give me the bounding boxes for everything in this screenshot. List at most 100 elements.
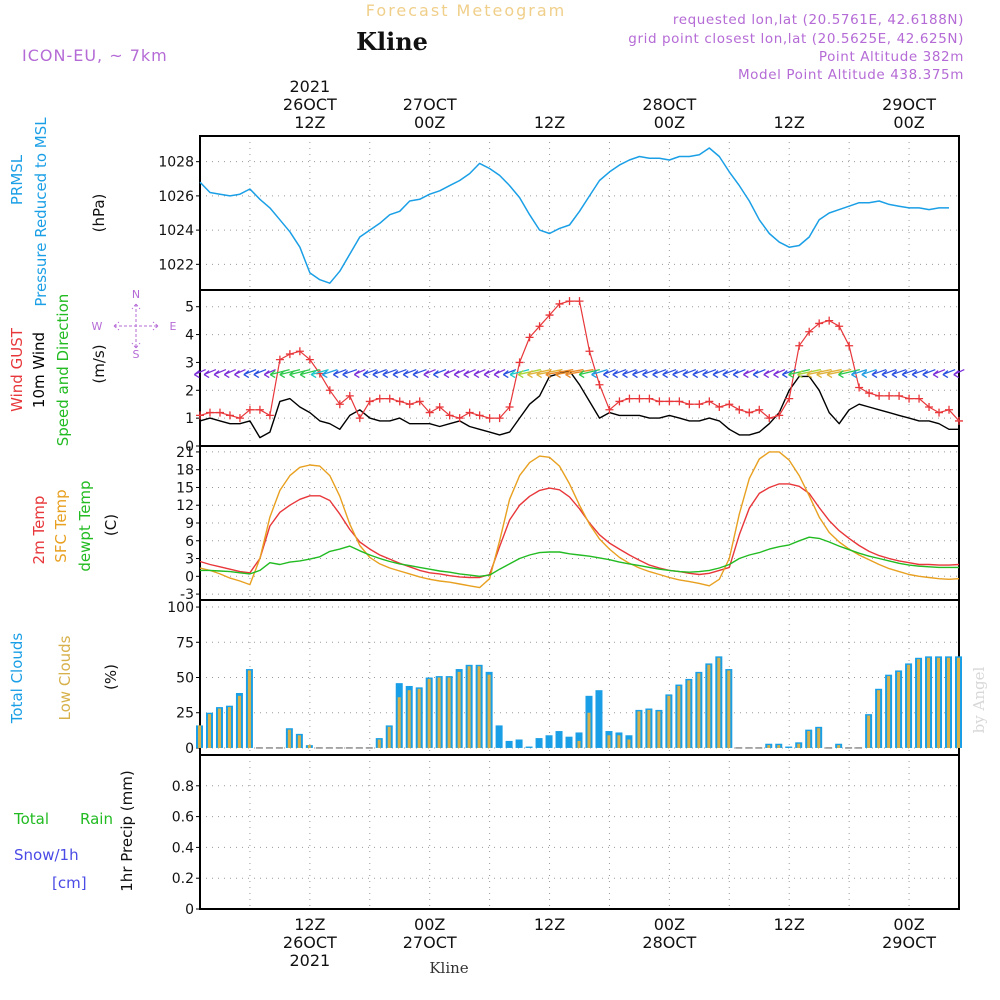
top-time-label: 12Z: [534, 113, 565, 132]
wind-direction-arrow: [591, 368, 608, 379]
gust-marker: [615, 397, 624, 406]
model-altitude: Model Point Altitude 438.375m: [738, 67, 964, 83]
low-cloud-bar: [867, 715, 871, 748]
low-cloud-bar: [397, 697, 401, 748]
gust-marker: [445, 411, 454, 420]
wind-direction-arrow: [732, 368, 746, 379]
y-tick-label: 1026: [158, 189, 194, 205]
clouds-panel: 0 25 50 75 100 Total Clouds Low Clouds (%): [8, 599, 962, 757]
wind-direction-arrow: [672, 368, 687, 379]
gust-marker: [925, 403, 934, 411]
wind-direction-arrow: [871, 368, 887, 379]
wind-direction-arrow: [253, 368, 267, 379]
bottom-time-label: 12Z: [294, 915, 325, 934]
meteogram-subtitle: Forecast Meteogram: [366, 1, 566, 20]
y-tick-label: 0: [185, 439, 194, 455]
wind-direction-arrow: [642, 368, 657, 379]
panel-frame: [199, 135, 960, 291]
low-cloud-bar: [927, 657, 931, 748]
low-cloud-bar: [447, 677, 451, 748]
clouds-label-total: Total Clouds: [8, 633, 26, 725]
gust-marker: [545, 311, 554, 320]
pressure-panel: 1022 1024 1026 1028 PRMSL Pressure Reduced to…: [8, 117, 960, 307]
wind-direction-arrow: [372, 368, 387, 379]
total-cloud-bar: [565, 736, 573, 748]
total-cloud-bar: [555, 731, 563, 748]
gust-marker: [945, 405, 954, 414]
wind-speed-line: [199, 370, 959, 439]
wind-direction-arrow: [353, 368, 366, 379]
gust-marker: [695, 400, 704, 409]
gust-marker: [765, 414, 774, 423]
y-tick-label: 2: [185, 383, 194, 399]
gust-marker: [645, 394, 654, 403]
gust-marker: [955, 416, 963, 425]
low-cloud-bar: [387, 726, 391, 748]
station-title: Kline: [356, 27, 428, 56]
low-cloud-bar: [467, 666, 471, 748]
wind-direction-arrow: [773, 368, 786, 379]
wind-direction-arrow: [712, 368, 726, 379]
gust-marker: [665, 397, 674, 406]
low-cloud-bar: [647, 709, 651, 748]
total-cloud-bar: [785, 746, 793, 748]
total-cloud-bar: [515, 739, 523, 748]
y-tick-label: 4: [185, 328, 194, 344]
gust-marker: [475, 411, 484, 420]
gust-marker: [385, 394, 394, 403]
low-cloud-bar: [807, 731, 811, 748]
wind-direction-arrow: [612, 368, 627, 379]
low-cloud-bar: [727, 670, 731, 748]
gust-marker: [785, 394, 794, 403]
gust-marker: [595, 380, 604, 389]
low-cloud-bar: [767, 745, 771, 748]
gust-marker: [635, 394, 644, 403]
top-time-label: 28OCT: [642, 95, 696, 114]
gust-marker: [485, 414, 494, 423]
precip-legend-cm: [cm]: [52, 874, 87, 892]
y-tick-label: 6: [185, 534, 194, 550]
y-tick-label: 3: [185, 355, 194, 371]
gust-marker: [255, 405, 264, 414]
gust-marker: [725, 400, 734, 409]
low-cloud-bar: [637, 711, 641, 748]
gust-marker: [735, 405, 744, 414]
bottom-time-label: 00Z: [893, 915, 924, 934]
wind-direction-arrow: [851, 368, 868, 379]
gust-marker: [815, 319, 824, 328]
y-tick-label: 12: [176, 498, 194, 514]
panel-frame: [199, 754, 960, 910]
y-tick-label: 0: [185, 902, 194, 918]
y-tick-label: 9: [185, 516, 194, 532]
low-cloud-bar: [717, 657, 721, 748]
gust-marker: [775, 411, 784, 420]
wind-direction-arrow: [901, 368, 917, 379]
gust-marker: [625, 394, 634, 403]
low-cloud-bar: [247, 670, 251, 748]
low-cloud-bar: [877, 690, 881, 748]
wind-direction-arrow: [509, 368, 530, 379]
gust-marker: [675, 397, 684, 406]
wind-direction-arrow: [722, 368, 737, 379]
y-tick-label: 3: [185, 552, 194, 568]
wind-direction-arrow: [463, 368, 476, 379]
bottom-time-label: 12Z: [774, 915, 805, 934]
low-cloud-bar: [797, 743, 801, 748]
wind-direction-arrow: [891, 368, 907, 379]
wind-direction-arrow: [502, 368, 517, 379]
wind-direction-arrow: [392, 368, 407, 379]
gust-marker: [795, 341, 804, 350]
gust-marker: [285, 350, 294, 359]
gust-marker: [565, 297, 574, 306]
wind-direction-arrow: [263, 368, 276, 379]
wind-direction-arrow: [493, 368, 506, 379]
gust-marker: [705, 397, 714, 406]
temp-label-2m: 2m Temp: [30, 496, 48, 565]
low-cloud-bar: [887, 676, 891, 748]
wind-gust-line: [199, 300, 960, 422]
low-cloud-bar: [957, 657, 960, 748]
point-altitude: Point Altitude 382m: [819, 49, 964, 65]
